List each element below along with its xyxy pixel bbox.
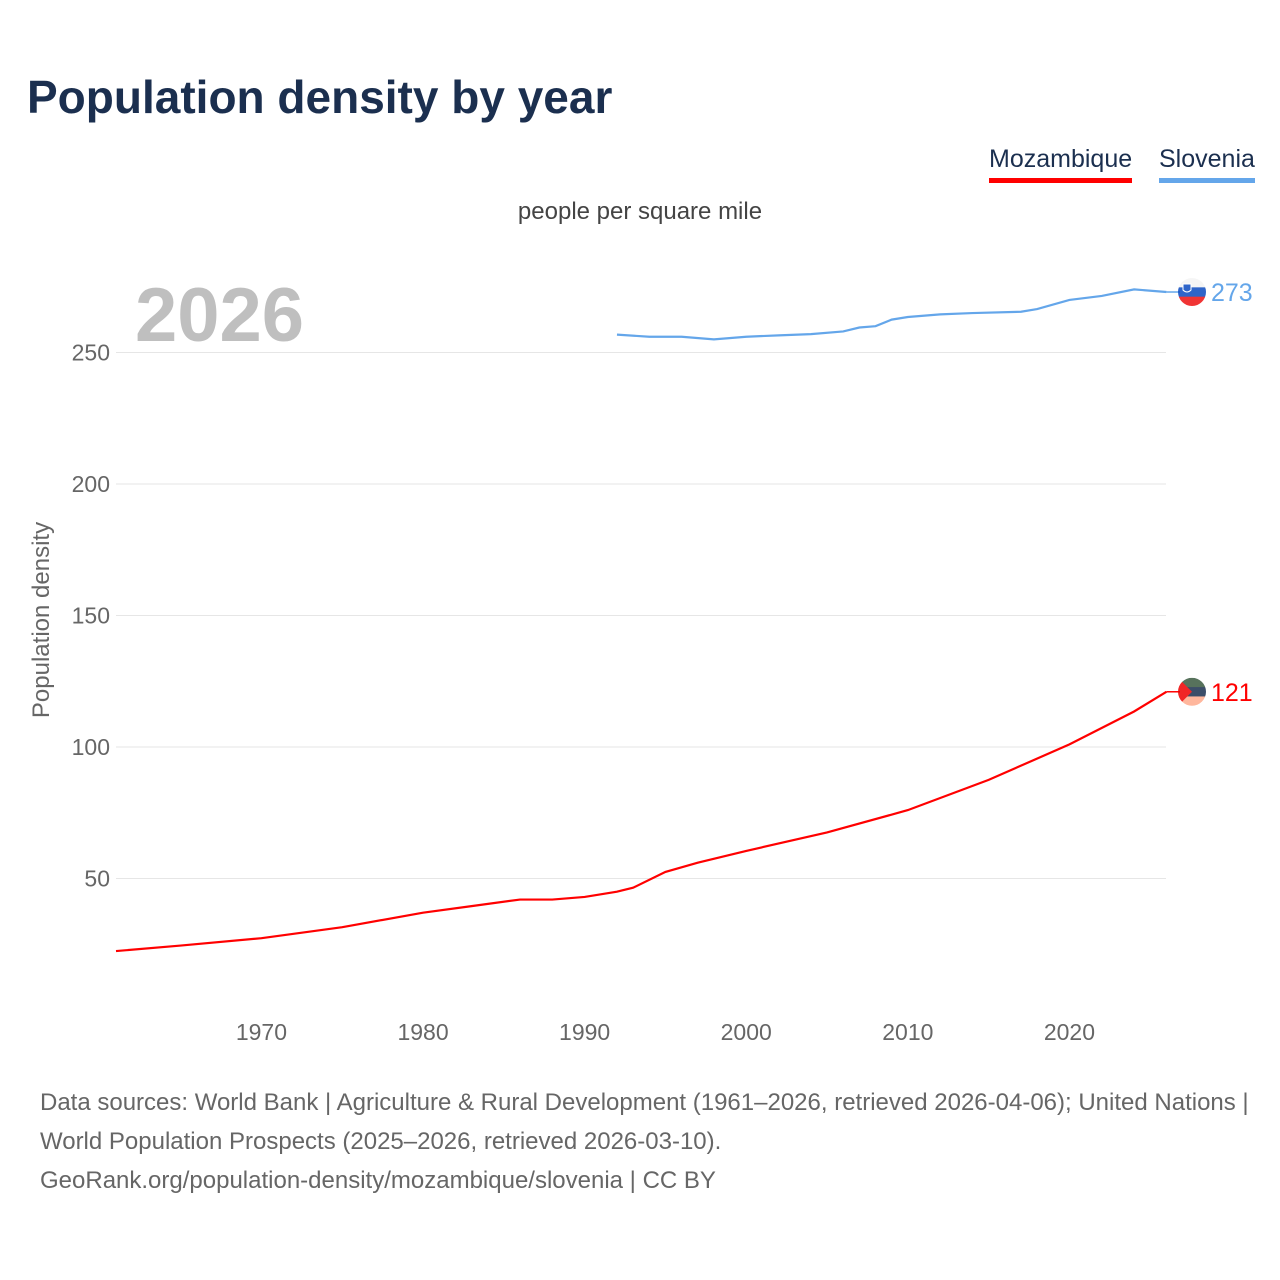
- series-line-mozambique: [115, 690, 1167, 953]
- x-tick-label: 2010: [882, 1019, 933, 1045]
- end-value-label-mozambique: 121: [1211, 679, 1253, 707]
- plot-area: 50 100 150 200 250 1970 1980 1990 2000 2010 2020 12…: [72, 278, 1253, 1045]
- flag-icon-mozambique: [1178, 677, 1206, 706]
- end-value-label-slovenia: 273: [1211, 279, 1253, 307]
- x-tick-label: 1970: [236, 1019, 287, 1045]
- x-tick-label: 2020: [1044, 1019, 1095, 1045]
- y-tick-label: 100: [72, 734, 110, 760]
- footer-sources: Data sources: World Bank | Agriculture &…: [40, 1089, 1249, 1155]
- legend-mozambique[interactable]: Mozambique: [989, 145, 1133, 183]
- footer: Data sources: World Bank | Agriculture &…: [40, 1083, 1250, 1200]
- y-tick-label: 50: [84, 866, 110, 892]
- unit-label: people per square mile: [517, 198, 763, 225]
- legend-slovenia[interactable]: Slovenia: [1159, 145, 1255, 183]
- current-year-label: 2026: [135, 273, 305, 358]
- y-tick-label: 150: [72, 603, 110, 629]
- flag-icon-slovenia: [1178, 278, 1206, 307]
- footer-credit[interactable]: GeoRank.org/population-density/mozambiqu…: [40, 1167, 716, 1194]
- y-tick-label: 200: [72, 471, 110, 497]
- y-tick-label: 250: [72, 340, 110, 366]
- x-tick-label: 2000: [721, 1019, 772, 1045]
- x-tick-label: 1980: [397, 1019, 448, 1045]
- series-line-slovenia: [616, 288, 1167, 341]
- chart-title: Population density by year: [27, 71, 613, 123]
- x-tick-label: 1990: [559, 1019, 610, 1045]
